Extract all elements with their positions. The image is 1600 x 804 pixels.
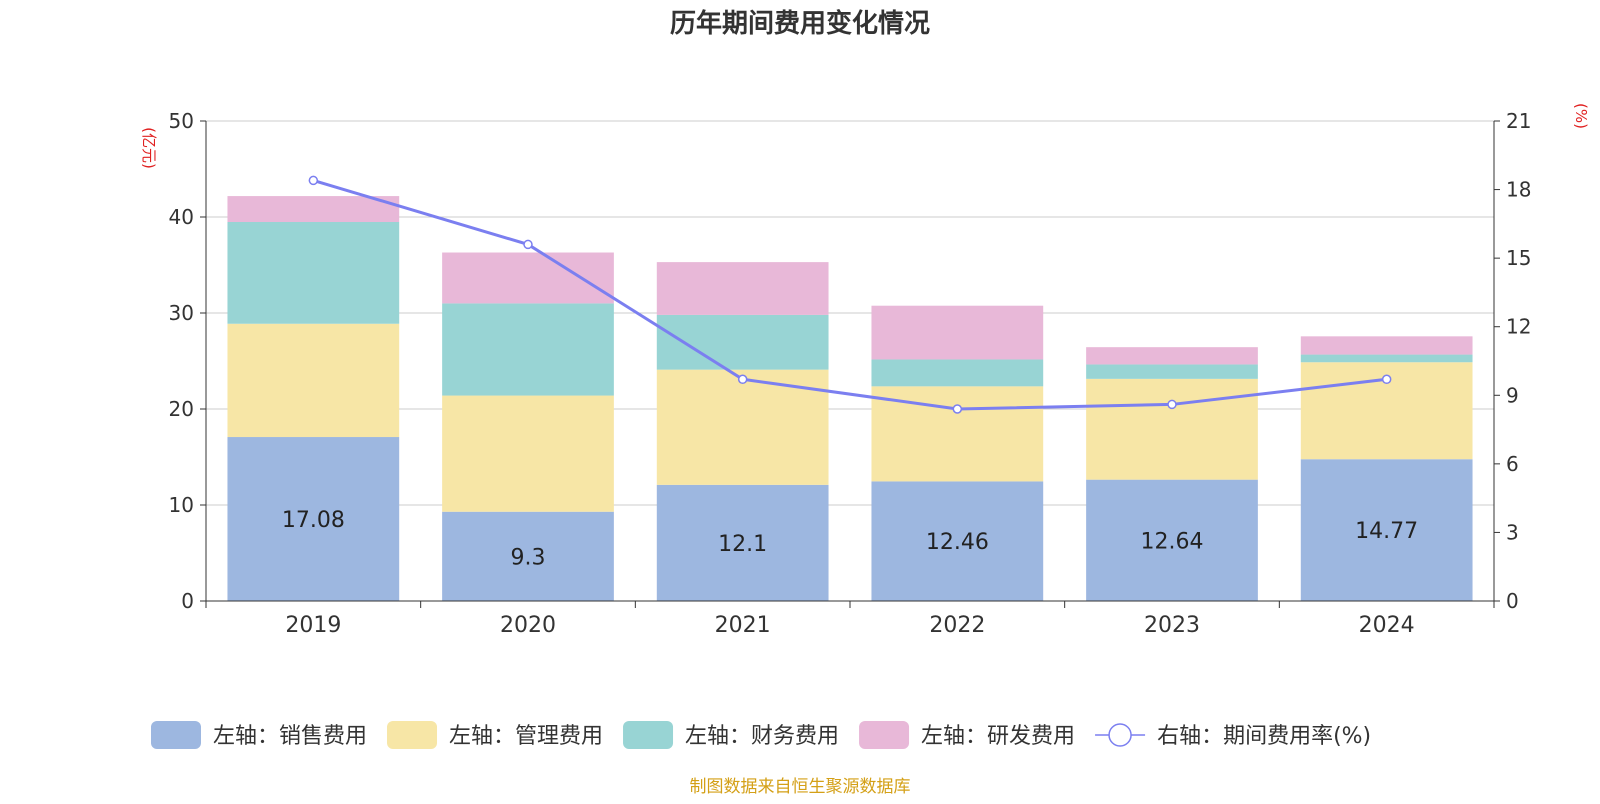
right-axis-tick-label: 6 bbox=[1506, 452, 1519, 476]
legend-swatch bbox=[859, 721, 910, 749]
bar-segment bbox=[442, 303, 614, 396]
left-axis-tick-label: 30 bbox=[169, 301, 194, 325]
legend-label: 左轴：研发费用 bbox=[921, 724, 1075, 749]
label-layer: 17.08 9.3 12.1 12.46 12.64 14.77 bbox=[282, 508, 1418, 570]
bar-segment bbox=[871, 359, 1044, 387]
legend-label: 左轴：管理费用 bbox=[449, 724, 603, 749]
data-label: 17.08 bbox=[282, 508, 345, 533]
rate-point bbox=[308, 175, 319, 186]
left-axis-unit: (亿元) bbox=[140, 127, 158, 169]
legend-label: 左轴：销售费用 bbox=[213, 724, 367, 749]
bar-segment bbox=[442, 395, 614, 512]
bar-segment bbox=[1086, 378, 1258, 480]
bar-segment bbox=[656, 484, 829, 601]
bar-segment bbox=[227, 323, 400, 438]
bar-segment bbox=[656, 369, 829, 485]
legend-swatch bbox=[387, 721, 438, 749]
legend-swatch bbox=[151, 721, 201, 749]
right-axis-tick-label: 0 bbox=[1506, 589, 1519, 613]
bar-segment bbox=[1086, 364, 1258, 379]
bar-segment bbox=[871, 305, 1044, 360]
left-axis-tick-label: 40 bbox=[169, 205, 194, 229]
rate-line bbox=[312, 178, 1387, 411]
bar-segment bbox=[442, 511, 614, 601]
data-label: 12.1 bbox=[718, 532, 767, 557]
bar-segment bbox=[227, 437, 400, 601]
x-axis-tick-label: 2019 bbox=[285, 613, 341, 638]
legend-swatch bbox=[623, 721, 674, 749]
left-axis-tick-label: 0 bbox=[181, 589, 194, 613]
rate-point bbox=[1381, 374, 1392, 385]
left-axis-tick-label: 20 bbox=[169, 397, 194, 421]
x-axis-tick-label: 2021 bbox=[715, 613, 771, 638]
rate-point bbox=[737, 374, 748, 385]
legend-label: 左轴：财务费用 bbox=[685, 724, 839, 749]
legend: 左轴：销售费用 左轴：管理费用 左轴：财务费用 左轴：研发费用 右轴：期间费用率(%) bbox=[151, 721, 1371, 749]
data-label: 12.46 bbox=[926, 530, 989, 555]
right-axis-tick-label: 9 bbox=[1506, 383, 1519, 407]
axis-layer: 0 10 20 30 40 50 0 3 6 9 12 15 18 21 2019 2020 2021 2022 2… bbox=[169, 109, 1532, 638]
right-axis-tick-label: 12 bbox=[1506, 315, 1531, 339]
line-layer bbox=[308, 175, 1392, 414]
legend-marker-icon bbox=[1108, 723, 1132, 747]
data-label: 9.3 bbox=[511, 545, 546, 570]
bar-segment bbox=[442, 252, 614, 304]
bar-layer bbox=[227, 196, 1473, 601]
bar-segment bbox=[656, 262, 829, 315]
bar-segment bbox=[1300, 459, 1473, 601]
x-axis-tick-label: 2022 bbox=[929, 613, 985, 638]
bar-segment bbox=[1300, 336, 1473, 355]
right-axis-tick-label: 15 bbox=[1506, 246, 1531, 270]
left-axis-tick-label: 10 bbox=[169, 493, 194, 517]
rate-point bbox=[1167, 399, 1177, 410]
rate-point bbox=[523, 239, 533, 250]
data-label: 14.77 bbox=[1355, 519, 1418, 544]
bar-segment bbox=[227, 196, 400, 222]
source-note: 制图数据来自恒生聚源数据库 bbox=[690, 777, 911, 797]
right-axis-tick-label: 18 bbox=[1506, 178, 1531, 202]
bar-segment bbox=[871, 481, 1044, 601]
right-axis-unit: (%) bbox=[1572, 103, 1590, 129]
bar-segment bbox=[1300, 354, 1473, 363]
right-axis-tick-label: 21 bbox=[1506, 109, 1531, 133]
x-axis-tick-label: 2024 bbox=[1359, 613, 1415, 638]
left-axis-tick-label: 50 bbox=[169, 109, 194, 133]
bar-segment bbox=[1086, 347, 1258, 365]
data-label: 12.64 bbox=[1141, 529, 1204, 554]
x-axis-tick-label: 2020 bbox=[500, 613, 556, 638]
legend-label: 右轴：期间费用率(%) bbox=[1157, 724, 1371, 749]
right-axis-tick-label: 3 bbox=[1506, 520, 1519, 544]
grid-layer bbox=[206, 120, 1494, 506]
bar-segment bbox=[1086, 479, 1258, 601]
chart-title: 历年期间费用变化情况 bbox=[670, 8, 930, 39]
x-axis-tick-label: 2023 bbox=[1144, 613, 1200, 638]
rate-point bbox=[952, 404, 963, 414]
bar-segment bbox=[227, 221, 400, 324]
